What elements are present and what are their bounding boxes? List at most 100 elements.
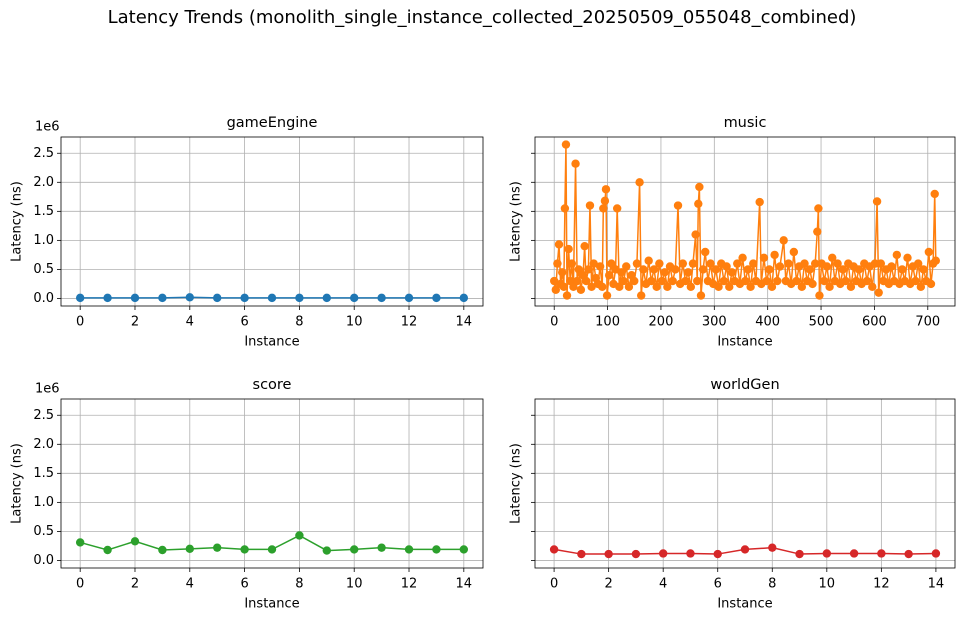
x-tick-label: 0	[550, 315, 558, 330]
marker	[558, 268, 567, 277]
marker	[574, 265, 583, 274]
marker	[582, 276, 591, 286]
x-tick-label: 600	[862, 315, 887, 330]
marker	[599, 204, 608, 213]
marker	[598, 282, 607, 292]
marker	[688, 259, 698, 268]
marker	[660, 268, 669, 277]
x-tick-label: 10	[819, 577, 836, 592]
figure-title: Latency Trends (monolith_single_instance…	[108, 7, 857, 28]
marker	[683, 268, 693, 277]
marker	[841, 276, 850, 286]
marker	[377, 543, 386, 552]
marker	[350, 293, 359, 303]
x-tick-label: 0	[76, 577, 84, 592]
marker	[615, 282, 624, 292]
x-tick-label: 12	[401, 315, 418, 330]
marker	[158, 545, 167, 555]
x-tick-label: 6	[240, 315, 248, 330]
marker	[822, 262, 832, 271]
plot-area	[550, 140, 940, 300]
marker	[607, 259, 616, 268]
marker	[808, 279, 817, 289]
marker	[564, 244, 573, 254]
y-tick-label: 2.5	[33, 146, 54, 161]
marker	[775, 262, 785, 271]
marker	[560, 204, 570, 213]
marker	[854, 265, 864, 274]
marker	[770, 250, 779, 260]
marker	[604, 271, 614, 280]
marker	[624, 282, 634, 292]
x-tick-label: 12	[401, 577, 418, 592]
subplot-title: music	[724, 115, 767, 131]
marker	[673, 201, 683, 210]
subplot-title: gameEngine	[227, 115, 318, 131]
marker	[714, 282, 723, 292]
marker	[602, 291, 612, 300]
y-tick-label: 1.5	[33, 204, 54, 219]
x-tick-label: 0	[550, 577, 558, 592]
y-axis-label: Latency (ns)	[10, 443, 25, 524]
marker	[814, 204, 823, 213]
marker	[576, 285, 586, 294]
x-tick-label: 4	[186, 577, 194, 592]
marker	[589, 259, 598, 268]
subplot: 0 100 200 300 400 500 600 700 music Instance Laten…	[509, 115, 956, 350]
marker	[377, 293, 386, 303]
marker	[868, 282, 877, 292]
marker	[584, 265, 593, 274]
marker	[75, 293, 85, 303]
x-tick-label: 4	[659, 577, 667, 592]
marker	[876, 259, 886, 268]
marker	[833, 259, 842, 268]
marker	[240, 545, 249, 554]
y-tick-label: 2.5	[33, 408, 54, 423]
marker	[585, 201, 595, 210]
marker	[913, 259, 923, 268]
marker	[733, 259, 742, 268]
marker	[892, 250, 902, 260]
marker	[877, 549, 886, 558]
marker	[572, 276, 582, 286]
marker	[577, 549, 586, 559]
marker	[820, 276, 829, 286]
marker	[870, 259, 880, 268]
marker	[350, 545, 359, 554]
marker	[185, 544, 194, 554]
axes-frame	[60, 398, 484, 569]
marker	[805, 265, 815, 274]
marker	[797, 282, 807, 292]
y-tick-label: 0.0	[33, 291, 54, 306]
plot-area	[75, 293, 469, 303]
marker	[554, 240, 564, 249]
marker	[681, 276, 690, 286]
x-tick-label: 6	[714, 577, 722, 592]
marker	[185, 293, 194, 302]
marker	[713, 549, 722, 559]
x-tick-label: 200	[649, 315, 674, 330]
marker	[926, 279, 936, 289]
subplot: 0 2 4 6 8 10 12 14 0.0 0.5 1.0 1.5 2.0 2.5 1e6 score Ins…	[10, 377, 484, 612]
marker	[755, 197, 764, 207]
marker	[904, 549, 913, 559]
marker	[212, 543, 222, 552]
y-tick-label: 0.5	[33, 262, 54, 277]
marker	[795, 549, 804, 559]
x-tick-label: 8	[295, 315, 303, 330]
marker	[719, 276, 729, 286]
marker	[658, 549, 668, 558]
marker	[727, 268, 737, 277]
marker	[559, 282, 569, 292]
plot-area	[549, 543, 941, 559]
x-tick-label: 8	[295, 577, 303, 592]
y-tick-label: 1.0	[33, 233, 54, 248]
marker	[130, 293, 140, 303]
marker	[604, 549, 613, 559]
marker	[644, 256, 653, 265]
y-tick-label: 1.0	[33, 495, 54, 510]
y-axis-label: Latency (ns)	[10, 181, 25, 262]
marker	[562, 291, 572, 300]
marker	[75, 538, 85, 547]
